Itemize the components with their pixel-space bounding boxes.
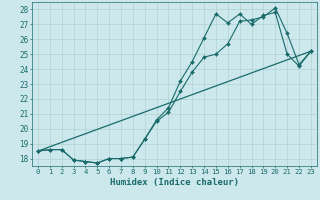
- X-axis label: Humidex (Indice chaleur): Humidex (Indice chaleur): [110, 178, 239, 187]
